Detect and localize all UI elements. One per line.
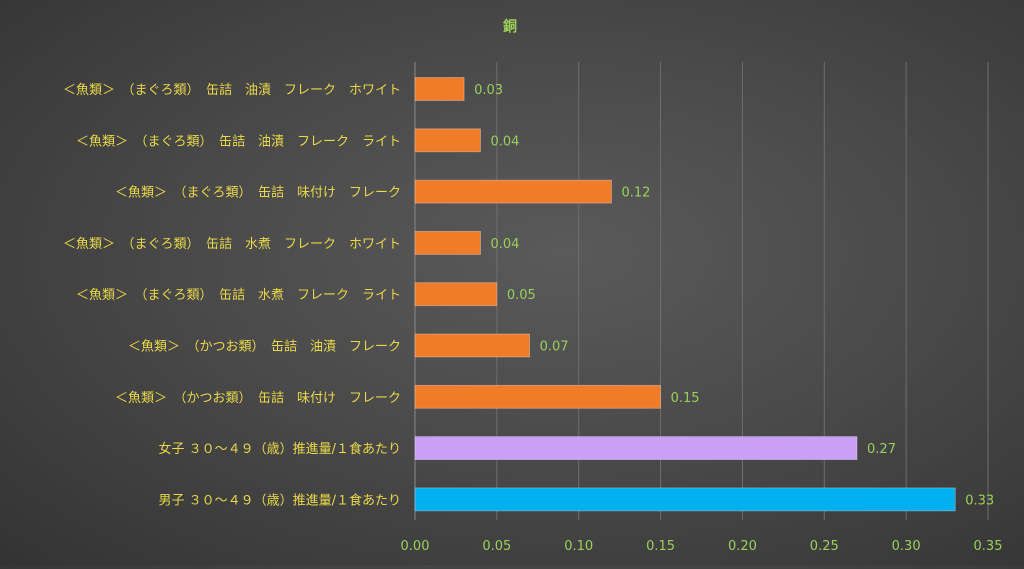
data-labels: 0.03 0.04 0.12 0.04 0.05 0.07 0.15 0.27 0.33 bbox=[474, 83, 994, 508]
category-label: ＜魚類＞ （かつお類） 缶詰 油漬 フレーク bbox=[128, 339, 401, 355]
category-labels: ＜魚類＞ （まぐろ類） 缶詰 油漬 フレーク ホワイト ＜魚類＞ （まぐろ類） 缶… bbox=[63, 82, 401, 508]
bar bbox=[414, 436, 858, 461]
x-axis-ticks: 0.00 0.05 0.10 0.15 0.20 0.25 0.30 0.35 bbox=[401, 539, 1003, 554]
bar bbox=[414, 179, 612, 204]
category-label: ＜魚類＞ （かつお類） 缶詰 味付け フレーク bbox=[115, 390, 401, 406]
x-tick-label: 0.05 bbox=[482, 539, 511, 554]
data-label: 0.03 bbox=[474, 83, 503, 98]
data-label: 0.05 bbox=[507, 288, 536, 303]
x-tick-label: 0.10 bbox=[564, 539, 593, 554]
category-label: ＜魚類＞ （まぐろ類） 缶詰 油漬 フレーク ライト bbox=[76, 133, 401, 149]
category-label: ＜魚類＞ （まぐろ類） 缶詰 水煮 フレーク ライト bbox=[76, 287, 401, 303]
x-tick-label: 0.30 bbox=[892, 539, 921, 554]
bar bbox=[414, 384, 661, 409]
data-label: 0.27 bbox=[867, 442, 896, 457]
data-label: 0.15 bbox=[671, 391, 700, 406]
category-label: ＜魚類＞ （まぐろ類） 缶詰 味付け フレーク bbox=[115, 185, 401, 201]
x-tick-label: 0.20 bbox=[728, 539, 757, 554]
chart-title: 銅 bbox=[503, 18, 517, 35]
bar bbox=[414, 230, 481, 255]
x-tick-label: 0.35 bbox=[974, 539, 1003, 554]
bar bbox=[414, 128, 481, 153]
data-label: 0.12 bbox=[621, 186, 650, 201]
x-tick-label: 0.00 bbox=[401, 539, 430, 554]
x-tick-label: 0.15 bbox=[646, 539, 675, 554]
bar bbox=[414, 487, 956, 512]
data-label: 0.04 bbox=[490, 134, 519, 149]
category-label: 男子 ３０～４９（歳）推進量/１食あたり bbox=[158, 492, 401, 508]
category-label: ＜魚類＞ （まぐろ類） 缶詰 油漬 フレーク ホワイト bbox=[63, 82, 401, 98]
category-label: 女子 ３０～４９（歳）推進量/１食あたり bbox=[158, 441, 401, 457]
data-label: 0.33 bbox=[965, 493, 994, 508]
bar bbox=[414, 333, 530, 358]
gridlines bbox=[414, 62, 989, 520]
bar bbox=[414, 77, 465, 101]
category-label: ＜魚類＞ （まぐろ類） 缶詰 水煮 フレーク ホワイト bbox=[63, 236, 401, 252]
bars bbox=[414, 77, 956, 512]
data-label: 0.07 bbox=[540, 340, 569, 355]
data-label: 0.04 bbox=[490, 237, 519, 252]
bar bbox=[414, 282, 498, 307]
x-tick-label: 0.25 bbox=[810, 539, 839, 554]
